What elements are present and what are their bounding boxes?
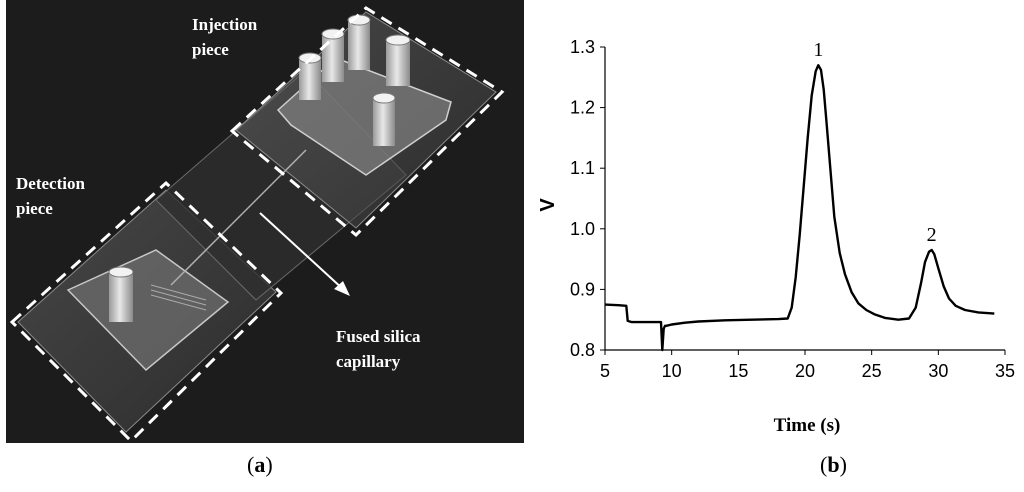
capillary-label-1: Fused silica — [336, 327, 421, 346]
device-photo: Injection piece Detection piece Fused si… — [6, 0, 524, 444]
panel-a-letter: a — [254, 452, 266, 477]
signal-trace — [604, 64, 995, 352]
injection-label-2: piece — [192, 40, 229, 59]
y-tick-label: 1.0 — [570, 219, 595, 239]
arrow-head — [334, 281, 350, 296]
y-tick-label: 1.1 — [570, 158, 595, 178]
detection-chip — [66, 249, 230, 372]
panel-b-caption: (b) — [820, 452, 847, 477]
y-tick-label: 0.9 — [570, 279, 595, 299]
arrow-line — [259, 212, 345, 291]
detection-outline — [9, 180, 284, 444]
injection-outline — [229, 6, 505, 238]
injection-reservoirs — [298, 14, 411, 146]
chromatogram-chart: 5 10 15 20 25 30 350.80.91.01.11.21.3 12 Time … — [537, 37, 1015, 436]
detection-label-2: piece — [16, 199, 53, 218]
detection-label-1: Detection — [16, 174, 85, 193]
x-tick-label: 30 — [928, 361, 948, 381]
x-tick-label: 35 — [995, 361, 1015, 381]
tick-labels: 5 10 15 20 25 30 35 0.8 0.9 1.0 1.1 1.2 1.3 — [570, 37, 1015, 381]
y-tick-label: 1.3 — [570, 37, 595, 57]
axes — [600, 46, 1006, 355]
y-tick-label: 0.8 — [570, 340, 595, 360]
detection-reservoir — [108, 266, 207, 322]
x-tick-label: 5 — [600, 361, 610, 381]
x-tick-label: 25 — [862, 361, 882, 381]
panel-a-caption: (a) — [247, 452, 273, 477]
photo-panel: Injection piece Detection piece Fused si… — [6, 0, 524, 444]
y-axis-label: V — [537, 198, 559, 212]
x-tick-label: 20 — [795, 361, 815, 381]
x-tick-label: 10 — [662, 361, 682, 381]
peak-label: 1 — [813, 39, 823, 61]
x-axis-label: Time (s) — [774, 415, 841, 436]
y-tick-label: 1.2 — [570, 98, 595, 118]
panel-b-letter: b — [827, 452, 840, 477]
annotations: 12 — [813, 39, 936, 246]
x-tick-label: 15 — [728, 361, 748, 381]
series — [604, 64, 995, 352]
injection-label-1: Injection — [192, 15, 258, 34]
capillary-label-2: capillary — [336, 352, 401, 371]
peak-label: 2 — [927, 224, 937, 246]
